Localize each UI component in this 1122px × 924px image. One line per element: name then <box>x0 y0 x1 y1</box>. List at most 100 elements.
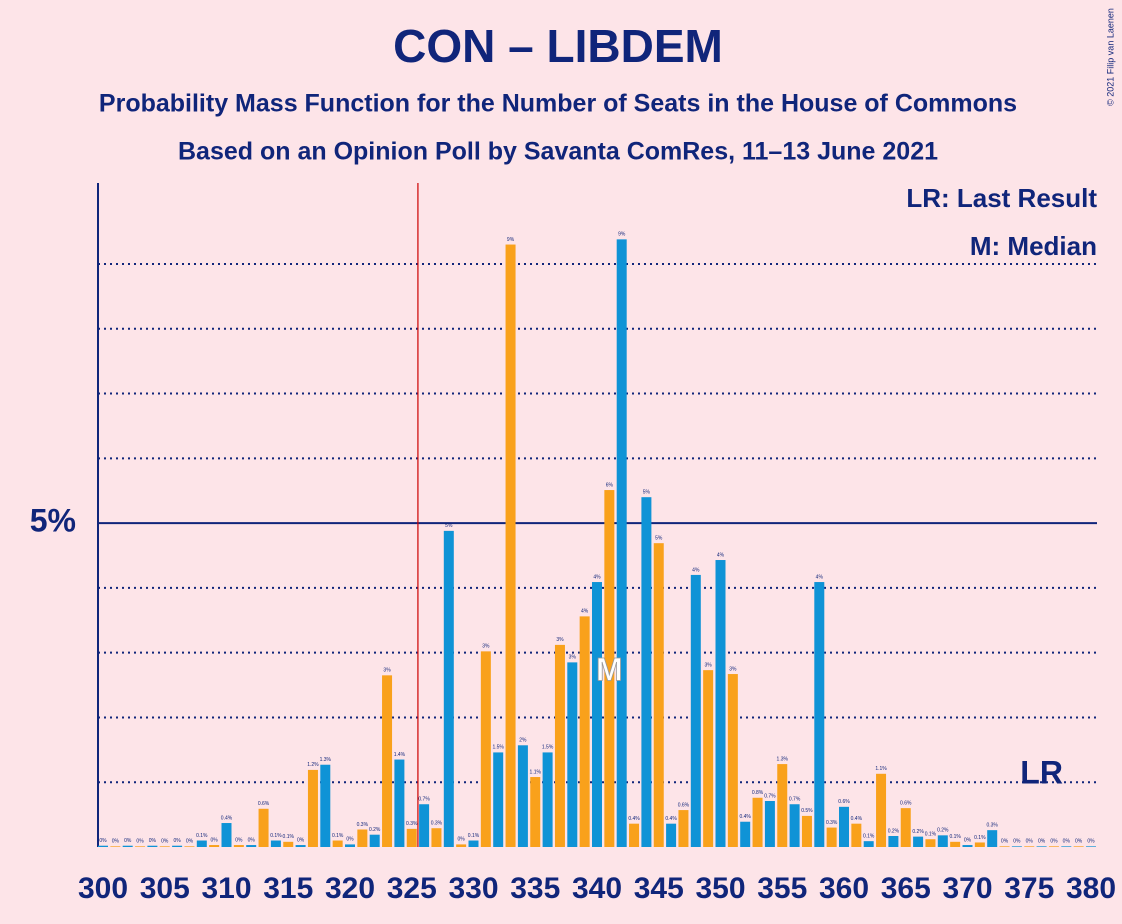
value-label: 0.6% <box>838 799 850 805</box>
bar <box>937 835 948 847</box>
value-label: 4% <box>593 574 601 580</box>
bar <box>172 845 183 847</box>
bar <box>1086 846 1096 847</box>
bar <box>703 670 714 847</box>
bar <box>382 675 393 847</box>
x-tick-label: 335 <box>510 872 560 905</box>
bar <box>999 846 1010 847</box>
bar <box>369 834 380 847</box>
value-label: 0.4% <box>221 815 233 821</box>
bar <box>456 844 467 847</box>
bar <box>431 828 442 847</box>
bar <box>147 845 158 847</box>
median-marker: M <box>596 651 623 687</box>
value-label: 0% <box>346 837 354 843</box>
value-label: 0% <box>1050 839 1058 845</box>
bar <box>950 841 961 847</box>
x-tick-label: 355 <box>757 872 807 905</box>
value-label: 0.1% <box>332 833 344 839</box>
bar <box>480 651 491 847</box>
bar <box>406 828 417 847</box>
value-label: 0% <box>1038 839 1046 845</box>
value-label: 0.2% <box>937 828 949 834</box>
value-label: 1.5% <box>492 745 504 751</box>
value-label: 4% <box>692 567 700 573</box>
value-label: 4% <box>717 552 725 558</box>
value-label: 4% <box>816 574 824 580</box>
x-tick-label: 330 <box>448 872 498 905</box>
bar <box>307 769 318 847</box>
bar <box>579 616 590 847</box>
value-label: 0% <box>248 837 256 843</box>
value-label: 0% <box>1075 839 1083 845</box>
value-label: 0% <box>1001 839 1009 845</box>
value-label: 9% <box>618 232 626 238</box>
value-label: 0.1% <box>863 833 875 839</box>
bar <box>913 836 924 847</box>
bar <box>135 846 146 847</box>
bar <box>270 840 281 847</box>
bar <box>604 490 615 847</box>
bar <box>221 823 232 847</box>
value-label: 1.3% <box>777 756 789 762</box>
bar <box>740 821 751 847</box>
value-label: 0.5% <box>801 808 813 814</box>
bar <box>962 845 973 847</box>
copyright: © 2021 Filip van Laenen <box>1105 8 1115 106</box>
bar <box>777 764 788 847</box>
x-tick-label: 315 <box>263 872 313 905</box>
value-label: 0.3% <box>431 821 443 827</box>
value-label: 0.7% <box>764 793 776 799</box>
bar <box>246 845 257 847</box>
bar <box>801 815 812 847</box>
bar <box>443 530 454 847</box>
bar <box>900 808 911 847</box>
bar <box>592 582 602 847</box>
bar <box>764 801 775 847</box>
value-label: 1.2% <box>307 762 319 768</box>
value-label: 0.8% <box>752 790 764 796</box>
value-label: 3% <box>569 655 577 661</box>
value-label: 0.4% <box>851 816 863 822</box>
bar <box>517 745 528 847</box>
x-tick-label: 325 <box>387 872 437 905</box>
bar <box>505 244 516 848</box>
value-label: 0.3% <box>357 822 369 828</box>
value-label: 9% <box>507 237 515 243</box>
legend-lr: LR: Last Result <box>906 183 1097 213</box>
value-label: 0.1% <box>468 833 480 839</box>
bar <box>320 764 331 847</box>
value-label: 4% <box>581 609 589 615</box>
value-label: 0.2% <box>369 827 381 833</box>
x-tick-label: 365 <box>881 872 931 905</box>
bar <box>419 804 430 847</box>
bar <box>1048 846 1059 847</box>
value-label: 0% <box>149 838 157 844</box>
bar <box>974 842 985 847</box>
bar <box>1011 846 1022 847</box>
x-tick-label: 340 <box>572 872 622 905</box>
value-label: 5% <box>445 523 453 529</box>
value-label: 0.6% <box>258 801 270 807</box>
value-label: 0.7% <box>418 797 430 803</box>
bar <box>493 752 504 847</box>
value-label: 0% <box>99 838 107 844</box>
bar <box>839 806 849 847</box>
value-label: 5% <box>655 536 663 542</box>
value-label: 0% <box>1013 839 1021 845</box>
value-label: 0% <box>136 839 144 845</box>
value-label: 0.4% <box>739 814 751 820</box>
bar <box>690 574 701 847</box>
bar <box>789 804 800 847</box>
value-label: 1.5% <box>542 745 554 751</box>
bar <box>1036 846 1047 847</box>
bar <box>554 644 565 847</box>
bar <box>159 846 170 847</box>
value-label: 5% <box>643 490 651 496</box>
value-label: 0.3% <box>826 820 838 826</box>
bar <box>752 797 763 847</box>
last-result-marker: LR <box>1020 754 1063 790</box>
bar <box>1073 846 1084 847</box>
bar <box>184 846 195 847</box>
